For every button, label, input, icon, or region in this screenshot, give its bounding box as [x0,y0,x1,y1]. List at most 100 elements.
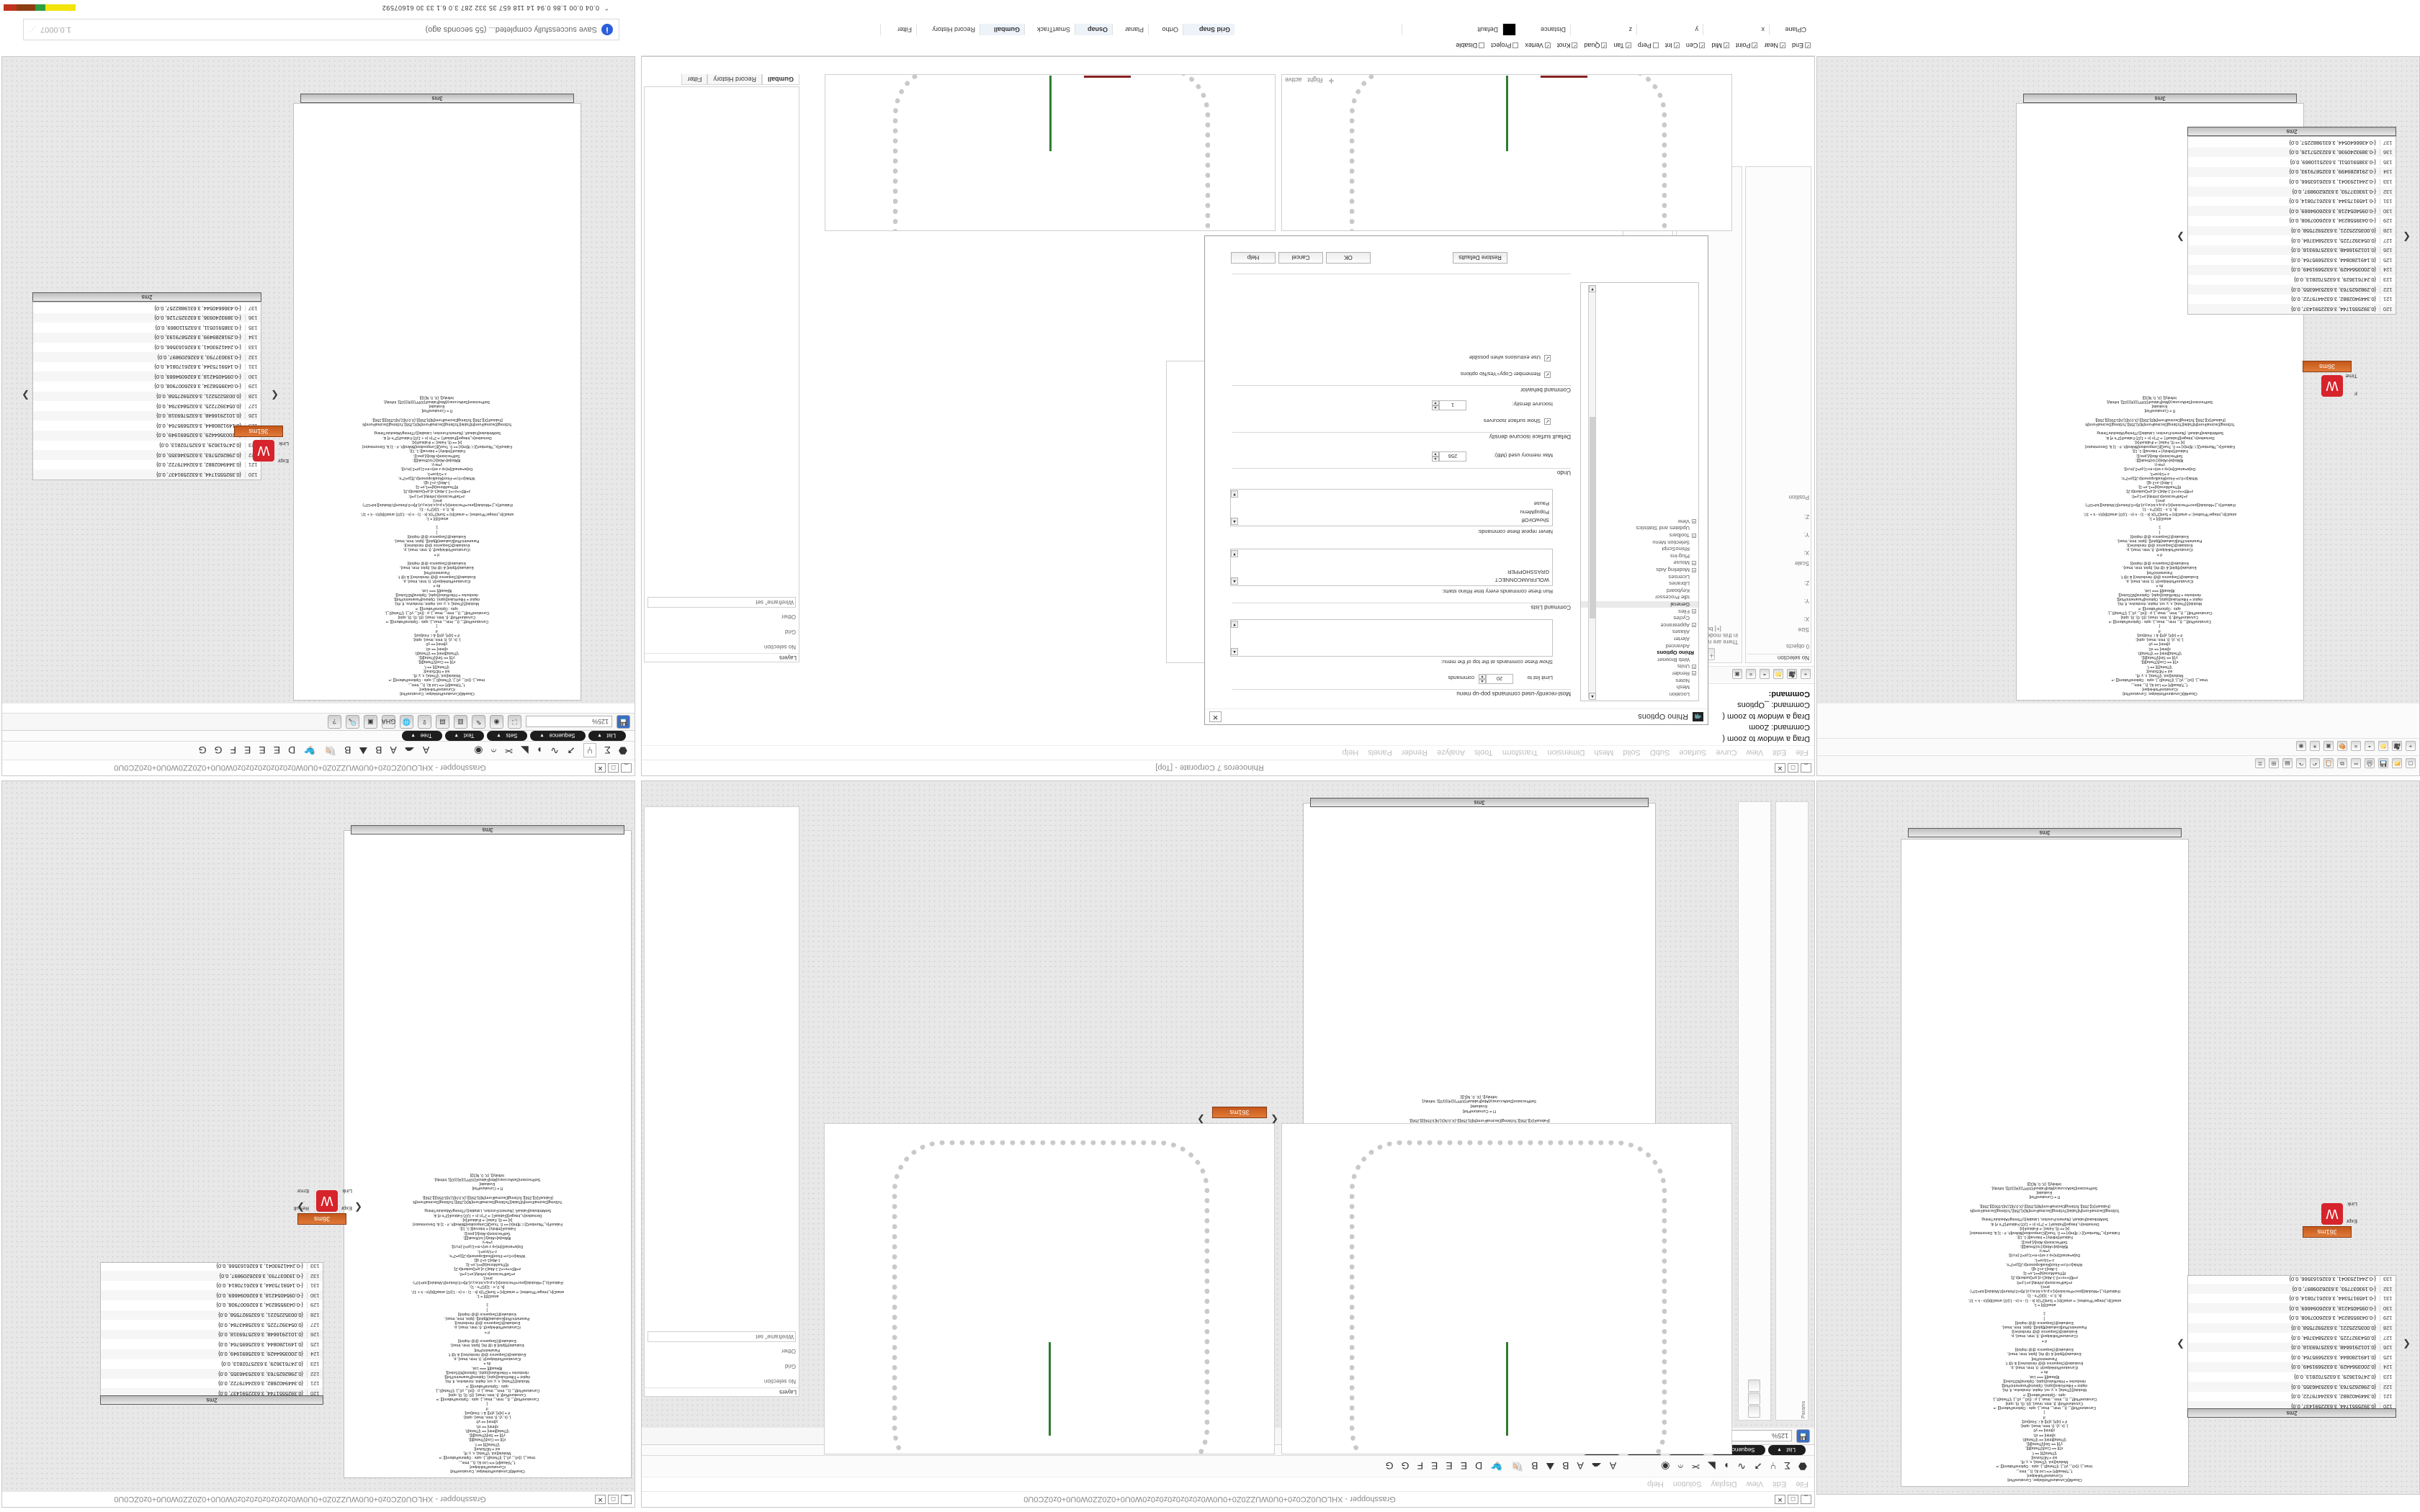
open-file-icon[interactable]: 📂 [2392,758,2402,769]
table-row[interactable]: 126 {0.1012916648, 3.6325769318, 0.0} [33,410,261,421]
right-panel-tabstrip[interactable]: Gumball Record History Filter [681,74,799,85]
osnap-tool-icon[interactable]: ⌖ [2406,741,2416,752]
table-row[interactable]: 120 {0.3925551744, 3.6322591437, 0.0} [33,469,261,480]
folder-tool-icon[interactable]: 📁 [2378,741,2388,752]
gh-tab-vector[interactable]: ➚ [1753,1461,1762,1472]
gh-comp-d-icon[interactable]: D [1475,1460,1483,1472]
rhino-titlebar[interactable]: _ □ ✕ Rhinoceros 7 Corporate - [Top] [642,760,1814,775]
gh-menu-edit[interactable]: Edit [1773,1480,1787,1489]
table-row[interactable]: 136 {-0.3893240936, 3.6323257126, 0.0} [2188,147,2396,158]
table-row[interactable]: 128 {0.0035225221, 3.6325927558, 0.0} [2188,1323,2396,1333]
gh-tab-vector[interactable]: ➚ [566,745,575,757]
table-row[interactable]: 121 {0.3449402882, 3.6324479722, 0.0} [33,460,261,470]
table-row[interactable]: 121 {0.3449402882, 3.6324479722, 0.0} [2188,1392,2396,1402]
expand-icon[interactable]: + [1692,560,1696,565]
menu-tools[interactable]: Tools [1474,748,1493,757]
options-tree-item-cycles[interactable]: Cycles [1581,615,1698,622]
gh-zoom-toolbar-bottom[interactable]: 💾 125% ⛶ ◉ ✎ ▥ ▤ ⇪ 🌐 GHA ▣ 🔍 ? [2,713,635,730]
status-cplane[interactable]: CPlane [1769,24,1811,35]
right-dock-panels[interactable]: Layers No selection Grid Other Wireframe… [644,806,799,1397]
gh-comp-bird-icon[interactable]: 🐦 [303,745,316,757]
menu-view[interactable]: View [1746,748,1764,757]
gh-tab-params[interactable]: ⬣ [618,745,627,757]
gh-comp-a1-icon[interactable]: A [422,744,430,757]
cancel-button[interactable]: Cancel [1278,252,1323,264]
gh-subtab-list[interactable]: List ▾ [588,731,626,741]
wolfram-code-panel-left[interactable]: ClearAll[iCurvaturePlotHelper, Curvature… [1901,839,2189,1487]
table-row[interactable]: 131 {-0.1459175344, 3.6326170814, 0.0} [2188,1294,2396,1304]
minimize-icon[interactable]: _ [1801,763,1811,773]
table-row[interactable]: 123 {0.247613629, 3.6325702813, 0.0} [101,1359,323,1369]
copy-icon[interactable]: ⧉ [2337,758,2347,769]
tree-scroll-down-icon[interactable]: ▼ [1589,285,1596,292]
gh-tab-params[interactable]: ⬣ [1798,1461,1807,1472]
options-tree-item-web-browser[interactable]: Web Browser [1581,656,1698,663]
gh-tab-intersect[interactable]: ✂ [504,745,513,757]
screenshot-icon[interactable]: ▣ [364,715,377,729]
menu-help[interactable]: Help [1342,748,1359,757]
osnap-project[interactable]: Project [1491,42,1519,50]
minimize-icon[interactable]: _ [621,1495,632,1504]
render-icon[interactable]: ▣ [1732,669,1742,680]
gh-comp-shell-icon[interactable]: 🐚 [323,745,337,757]
gh-tab-transform[interactable]: 𝄐 [1677,1461,1684,1472]
gh-subtab-strip-bottom[interactable]: List ▾ Sequence ▾ Sets ▾ Text ▾ Tree ▾ [2,730,635,741]
limit-list-spinner[interactable]: 20 [1486,674,1513,684]
menu-panels[interactable]: Panels [1368,748,1392,757]
startup-up-icon[interactable]: ▲ [1231,577,1238,585]
options-tree[interactable]: Location Mesh Notes + Render + Units Web Browse… [1580,282,1699,701]
gh-subtab-sequence[interactable]: Sequence▾ [530,731,586,741]
gh-port-left-table-r[interactable]: ❯ [2177,1339,2184,1350]
viewport-bottom-right[interactable] [825,74,1276,231]
resize-grip-icon[interactable]: ⋰ [30,26,36,34]
table-row[interactable]: 125 {0.1491280844, 3.6325695764, 0.0} [2188,1352,2396,1362]
status-record-history[interactable]: Record History [916,24,980,35]
expand-icon[interactable]: + [1692,609,1696,614]
top-commands-down-icon[interactable]: ▼ [1231,621,1238,628]
new-file-icon[interactable]: ◻ [2406,758,2416,769]
minimize-icon[interactable]: _ [621,763,632,773]
menu-dimension[interactable]: Dimension [1547,748,1585,757]
top-commands-up-icon[interactable]: ▲ [1231,648,1238,655]
gh-tab-surface[interactable]: ◗ [536,744,543,757]
cut-icon[interactable]: ✂ [2351,758,2361,769]
table-row[interactable]: 137 {-0.4366640544, 3.6319882257, 0.0} [33,303,261,313]
gh-canvas-right-bottom[interactable]: ClearAll[iCurvaturePlotHelper, Curvature… [1,56,635,703]
gh-left-toolbar[interactable] [1738,801,1771,1421]
gh-component-tabs-bottom[interactable]: ⬣ Σ ⑂ ➚ ∿ ◗ ◣ ✂ 𝄐 ◉ A ☁ A B ⛰ B 🐚 🐦 D E … [2,741,635,760]
table-row[interactable]: 121 {0.3449402882, 3.6324479722, 0.0} [2188,294,2396,305]
options-tree-item-plug-ins[interactable]: Plug-ins [1581,553,1698,560]
gh-comp-b2-icon[interactable]: B [344,744,351,757]
status-gumball[interactable]: Gumball [980,24,1024,35]
gh-comp-b1-icon[interactable]: B [375,744,382,757]
gh-canvas-right-top[interactable]: ClearAll[iCurvaturePlotHelper, Curvature… [1,780,635,1491]
options-tree-item-notes[interactable]: Notes [1581,677,1698,684]
options-tree-item-view[interactable]: + View [1581,518,1698,526]
options-tree-item-render[interactable]: + Render [1581,670,1698,678]
maximize-icon[interactable]: □ [608,763,619,773]
gh-comp-e1-icon[interactable]: E [1460,1460,1468,1472]
gh-menu-display[interactable]: Display [1711,1480,1737,1489]
gh-menu-file[interactable]: File [1796,1480,1809,1489]
osnap-near[interactable]: ✓ Near [1764,42,1785,50]
density-spin-up-icon[interactable]: ▴ [1432,405,1439,410]
table-row[interactable]: 132 {-0.193037793, 3.6326209897, 0.0} [2188,186,2396,197]
preview-eye-icon[interactable]: ◉ [490,715,503,729]
cluster-icon[interactable]: ▥ [454,715,467,729]
options-tree-item-rhinoscript[interactable]: RhinoScript [1581,546,1698,553]
menu-mesh[interactable]: Mesh [1594,748,1614,757]
never-repeat-down-icon[interactable]: ▼ [1231,490,1238,498]
table-row[interactable]: 130 {-0.0954054218, 3.6326094669, 0.0} [2188,206,2396,217]
gh-subtab-text[interactable]: Text▾ [444,731,485,741]
startup-down-icon[interactable]: ▼ [1231,550,1238,557]
grasshopper-titlebar[interactable]: _ □ ✕ Grasshopper - XHLOU0ZC0z0+0U0WUZZ0… [642,1491,1814,1507]
render-tool-icon[interactable]: ◓ [2365,741,2375,752]
gh-tab-maths[interactable]: Σ [604,744,611,757]
gh-comp-e1-icon[interactable]: E [273,744,281,757]
osnap-knot[interactable]: ✓ Knot [1556,42,1578,50]
status-ortho[interactable]: Ortho [1148,24,1183,35]
gh-comp-a2-icon[interactable]: A [390,744,397,757]
table-row[interactable]: 134 {-0.2918289499, 3.6325879193, 0.0} [33,333,261,343]
gh-comp-e3-icon[interactable]: E [244,744,251,757]
gh-comp-a1-icon[interactable]: A [1609,1460,1617,1472]
